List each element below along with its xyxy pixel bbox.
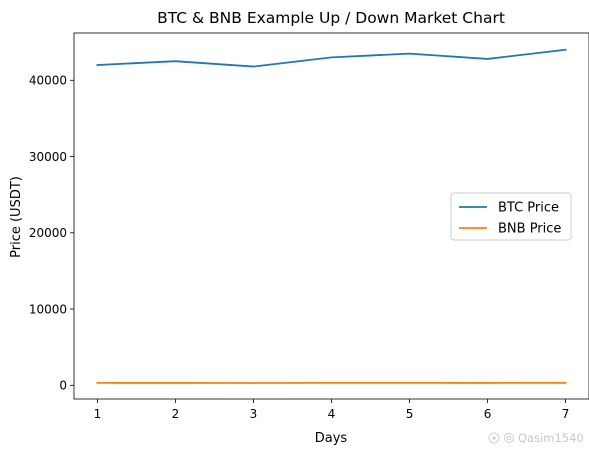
x-tick-label: 7 bbox=[562, 407, 570, 421]
x-tick-label: 3 bbox=[250, 407, 258, 421]
chart-title: BTC & BNB Example Up / Down Market Chart bbox=[157, 9, 505, 27]
x-tick-label: 2 bbox=[172, 407, 180, 421]
x-tick-label: 1 bbox=[94, 407, 102, 421]
x-tick-label: 6 bbox=[484, 407, 492, 421]
x-axis-label: Days bbox=[315, 431, 348, 446]
y-tick-label: 20000 bbox=[29, 226, 67, 240]
x-tick-label: 4 bbox=[328, 407, 336, 421]
y-tick-label: 30000 bbox=[29, 150, 67, 164]
watermark-text: Qasim1540 bbox=[518, 431, 584, 445]
legend-label: BTC Price bbox=[498, 201, 559, 216]
legend: BTC Price BNB Price bbox=[451, 193, 571, 240]
y-tick-label: 0 bbox=[59, 379, 67, 393]
y-tick-label: 40000 bbox=[29, 74, 67, 88]
legend-label: BNB Price bbox=[498, 222, 561, 237]
y-tick-label: 10000 bbox=[29, 302, 67, 316]
x-tick-label: 5 bbox=[406, 407, 414, 421]
y-axis-label: Price (USDT) bbox=[9, 176, 24, 258]
